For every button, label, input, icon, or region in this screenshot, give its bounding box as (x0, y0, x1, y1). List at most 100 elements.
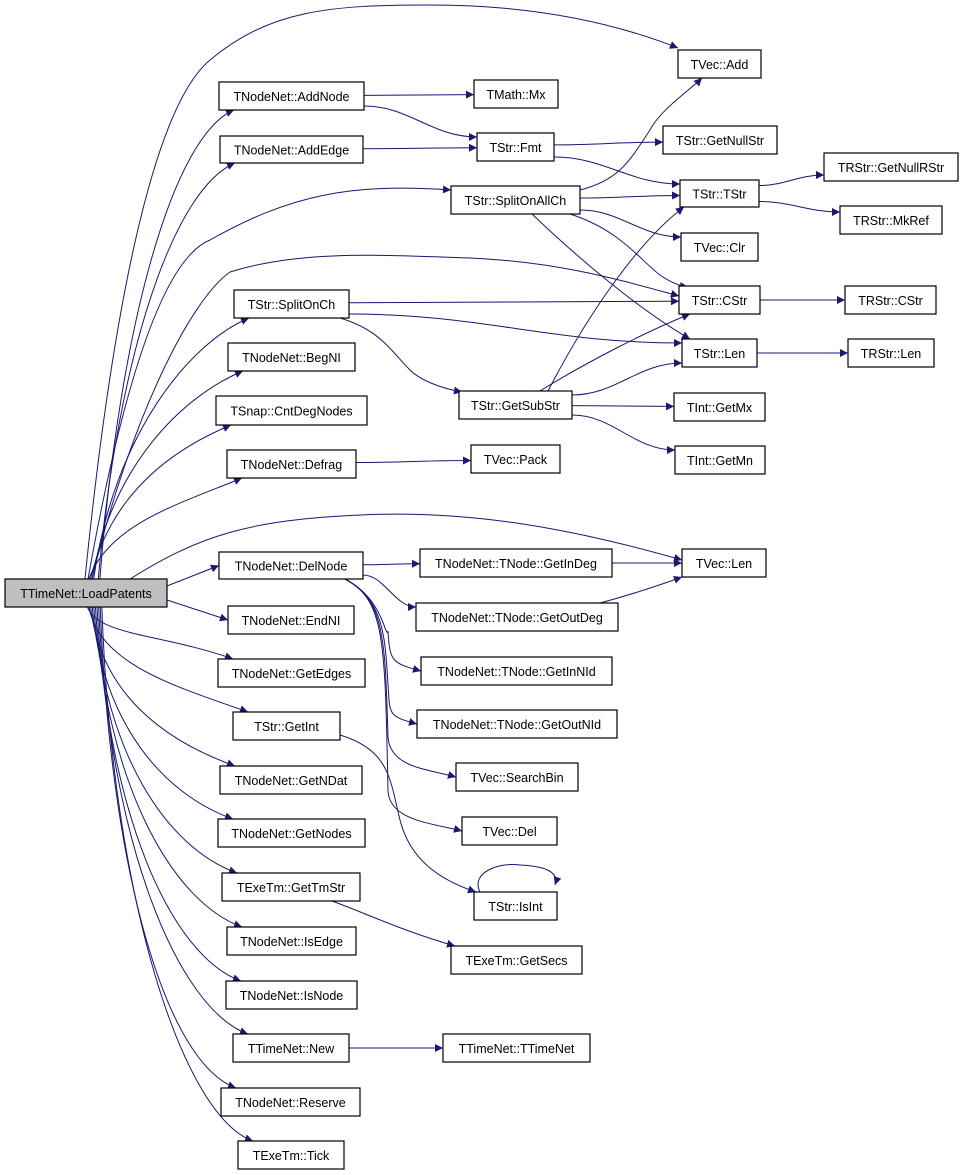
node-vec-len[interactable]: TVec::Len (681, 548, 767, 578)
node-beg-ni[interactable]: TNodeNet::BegNI (227, 342, 356, 372)
node-add-edge[interactable]: TNodeNet::AddEdge (219, 135, 364, 164)
node-split-on-all-ch[interactable]: TStr::SplitOnAllCh (450, 185, 581, 215)
node-box (215, 395, 368, 426)
node-is-node[interactable]: TNodeNet::IsNode (225, 980, 358, 1010)
node-box (681, 548, 767, 578)
edge-tstr-tstr-to-mk-ref (758, 200, 841, 217)
node-defrag[interactable]: TNodeNet::Defrag (226, 449, 357, 479)
node-search-bin[interactable]: TVec::SearchBin (455, 762, 579, 792)
node-label: TMath::Mx (486, 88, 546, 102)
node-get-null-str[interactable]: TStr::GetNullStr (662, 125, 778, 155)
node-rstr-cstr[interactable]: TRStr::CStr (844, 285, 937, 315)
node-get-sub-str[interactable]: TStr::GetSubStr (458, 390, 573, 420)
node-box (458, 390, 573, 420)
node-box (673, 392, 766, 422)
node-box (4, 578, 168, 608)
node-new[interactable]: TTimeNet::New (232, 1033, 350, 1063)
node-box (225, 980, 358, 1010)
node-is-int[interactable]: TStr::IsInt (473, 891, 558, 921)
edge-tstr-tstr-to-get-null-rstr (758, 170, 825, 187)
node-split-on-ch[interactable]: TStr::SplitOnCh (233, 289, 350, 319)
node-is-edge[interactable]: TNodeNet::IsEdge (226, 926, 357, 956)
node-math-mx[interactable]: TMath::Mx (473, 79, 559, 109)
edge-get-tm-str-to-get-secs (331, 900, 456, 948)
edge-load-patents-to-reserve (99, 606, 237, 1090)
node-label: TNodeNet::GetNDat (235, 774, 348, 788)
edge-get-sub-str-to-int-get-mn (571, 414, 676, 454)
edge-split-on-all-ch-to-tstr-tstr (579, 191, 681, 200)
node-vec-add[interactable]: TVec::Add (677, 49, 762, 79)
edge-split-on-all-ch-to-str-len (531, 213, 691, 340)
node-box (217, 818, 366, 848)
node-vec-pack[interactable]: TVec::Pack (470, 444, 561, 474)
node-mk-ref[interactable]: TRStr::MkRef (839, 205, 943, 235)
node-tstr-tstr[interactable]: TStr::TStr (679, 179, 760, 208)
edge-load-patents-to-str-cstr (91, 254, 680, 580)
node-end-ni[interactable]: TNodeNet::EndNI (227, 605, 355, 635)
node-box (218, 81, 365, 111)
edge-split-on-ch-to-str-len (348, 313, 683, 347)
edge-defrag-to-vec-pack (355, 456, 472, 465)
node-box (416, 709, 618, 739)
node-add-node[interactable]: TNodeNet::AddNode (218, 81, 365, 111)
node-label: TRStr::MkRef (853, 214, 929, 228)
node-get-edges[interactable]: TNodeNet::GetEdges (217, 658, 366, 688)
edge-load-patents-to-vec-len (129, 513, 683, 580)
node-label: TNodeNet::TNode::GetInNId (437, 665, 595, 679)
edge-load-patents-to-tick (101, 606, 254, 1143)
node-vec-clr[interactable]: TVec::Clr (680, 232, 759, 262)
edge-del-node-to-get-in-nid (344, 578, 422, 673)
node-get-out-nid[interactable]: TNodeNet::TNode::GetOutNId (416, 709, 618, 739)
node-box (681, 338, 758, 368)
node-cnt-deg-nodes[interactable]: TSnap::CntDegNodes (215, 395, 368, 426)
node-label: TTimeNet::TTimeNet (459, 1042, 575, 1056)
edge-fmt-to-tstr-tstr (553, 156, 681, 188)
node-label: TStr::IsInt (488, 900, 543, 914)
node-box (442, 1033, 591, 1063)
node-label: TNodeNet::AddNode (233, 90, 349, 104)
node-reserve[interactable]: TNodeNet::Reserve (220, 1087, 361, 1117)
node-box (470, 444, 561, 474)
node-int-get-mn[interactable]: TInt::GetMn (674, 445, 766, 475)
node-box (226, 926, 357, 956)
node-label: TNodeNet::BegNI (242, 351, 341, 365)
edge-get-out-deg-to-vec-len (599, 575, 683, 604)
node-ttime-net-ctor[interactable]: TTimeNet::TTimeNet (442, 1033, 591, 1063)
node-label: TNodeNet::GetEdges (232, 667, 352, 681)
node-str-len[interactable]: TStr::Len (681, 338, 758, 368)
edge-del-node-to-get-in-deg (362, 559, 421, 568)
node-fmt[interactable]: TStr::Fmt (476, 132, 555, 162)
node-label: TStr::GetInt (254, 720, 319, 734)
node-get-nodes[interactable]: TNodeNet::GetNodes (217, 818, 366, 848)
node-label: TVec::Add (691, 58, 749, 72)
node-vec-del[interactable]: TVec::Del (461, 816, 558, 846)
node-tick[interactable]: TExeTm::Tick (237, 1140, 345, 1170)
edge-add-edge-to-fmt (362, 143, 478, 152)
node-str-cstr[interactable]: TStr::CStr (678, 285, 761, 315)
node-label: TTimeNet::New (248, 1042, 335, 1056)
node-int-get-mx[interactable]: TInt::GetMx (673, 392, 766, 422)
node-get-tm-str[interactable]: TExeTm::GetTmStr (221, 872, 361, 902)
node-label: TNodeNet::TNode::GetOutNId (433, 718, 601, 732)
node-label: TVec::Len (696, 557, 752, 571)
node-del-node[interactable]: TNodeNet::DelNode (218, 551, 364, 580)
node-label: TExeTm::GetTmStr (237, 881, 345, 895)
edge-load-patents-to-add-edge (97, 162, 236, 580)
node-rstr-len[interactable]: TRStr::Len (847, 338, 935, 368)
node-get-null-rstr[interactable]: TRStr::GetNullRStr (823, 152, 959, 182)
node-get-in-deg[interactable]: TNodeNet::TNode::GetInDeg (419, 548, 613, 578)
node-box (219, 765, 363, 795)
node-get-secs[interactable]: TExeTm::GetSecs (450, 945, 583, 975)
node-get-in-nid[interactable]: TNodeNet::TNode::GetInNId (420, 656, 613, 686)
node-load-patents[interactable]: TTimeNet::LoadPatents (4, 578, 168, 608)
node-get-int[interactable]: TStr::GetInt (232, 711, 341, 741)
node-get-out-deg[interactable]: TNodeNet::TNode::GetOutDeg (415, 602, 619, 632)
node-label: TNodeNet::GetNodes (231, 827, 351, 841)
node-label: TNodeNet::TNode::GetOutDeg (431, 611, 603, 625)
node-box (461, 816, 558, 846)
node-box (218, 551, 364, 580)
node-label: TInt::GetMx (687, 401, 753, 415)
node-get-ndat[interactable]: TNodeNet::GetNDat (219, 765, 363, 795)
edge-split-on-all-ch-to-vec-clr (579, 209, 682, 241)
